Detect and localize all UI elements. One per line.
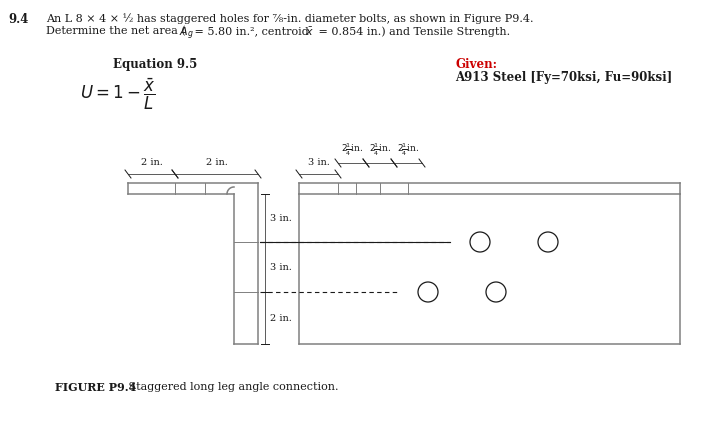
- Text: FIGURE P9.4: FIGURE P9.4: [55, 382, 137, 393]
- Text: = 0.854 in.) and Tensile Strength.: = 0.854 in.) and Tensile Strength.: [315, 26, 510, 37]
- Text: 3 in.: 3 in.: [270, 262, 292, 272]
- Text: 2 in.: 2 in.: [206, 158, 227, 167]
- Text: Staggered long leg angle connection.: Staggered long leg angle connection.: [118, 382, 339, 392]
- Text: 3 in.: 3 in.: [308, 158, 329, 167]
- Text: 2 in.: 2 in.: [270, 313, 292, 323]
- Text: Determine the net area (: Determine the net area (: [46, 26, 186, 36]
- Text: $\bar{x}$: $\bar{x}$: [305, 26, 314, 38]
- Text: Given:: Given:: [455, 58, 497, 71]
- Text: $U = 1 - \dfrac{\bar{x}}{L}$: $U = 1 - \dfrac{\bar{x}}{L}$: [80, 76, 155, 112]
- Text: = 5.80 in.², centroid: = 5.80 in.², centroid: [191, 26, 312, 36]
- Text: $2\!\frac{1}{4}$in.: $2\!\frac{1}{4}$in.: [397, 141, 419, 158]
- Text: $2\!\frac{1}{4}$in.: $2\!\frac{1}{4}$in.: [369, 141, 391, 158]
- Text: A913 Steel [Fy=70ksi, Fu=90ksi]: A913 Steel [Fy=70ksi, Fu=90ksi]: [455, 71, 672, 84]
- Text: An L 8 × 4 × ½ has staggered holes for ⅞-in. diameter bolts, as shown in Figure : An L 8 × 4 × ½ has staggered holes for ⅞…: [46, 13, 533, 24]
- Text: 3 in.: 3 in.: [270, 214, 292, 222]
- Text: $2\!\frac{1}{4}$in.: $2\!\frac{1}{4}$in.: [341, 141, 363, 158]
- Text: 2 in.: 2 in.: [140, 158, 162, 167]
- Text: 9.4: 9.4: [8, 13, 28, 26]
- Text: Equation 9.5: Equation 9.5: [113, 58, 197, 71]
- Text: $A_g$: $A_g$: [179, 26, 194, 42]
